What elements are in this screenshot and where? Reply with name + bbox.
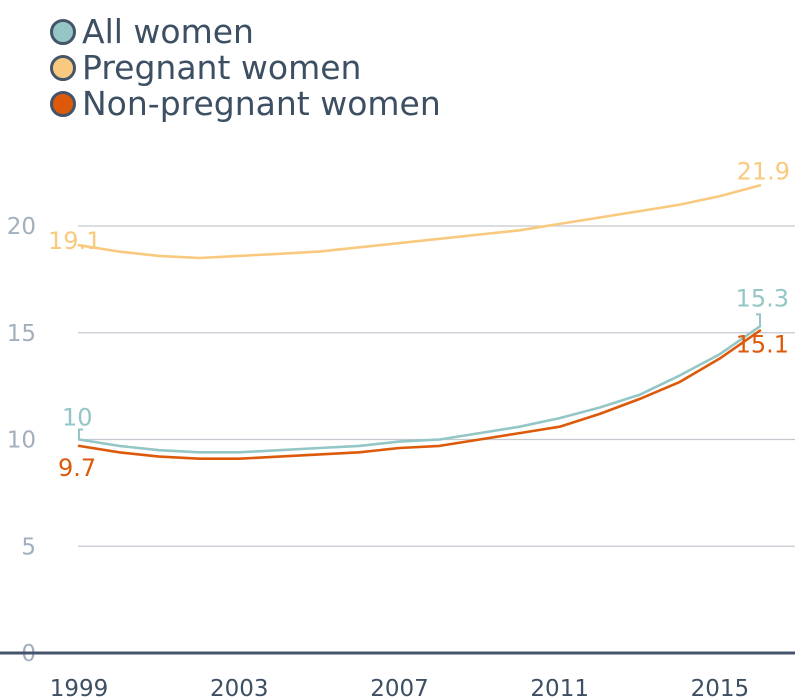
x-tick-label-1999: 1999 xyxy=(50,676,109,700)
data-label-all-women-end: 15.3 xyxy=(736,284,789,312)
y-tick-label-20: 20 xyxy=(7,214,36,240)
legend-swatch-pregnant-women xyxy=(50,55,76,81)
y-tick-label-15: 15 xyxy=(7,321,36,347)
x-tick-label-2015: 2015 xyxy=(691,676,750,700)
x-tick-label-2007: 2007 xyxy=(370,676,429,700)
legend-label-all-women: All women xyxy=(82,12,254,51)
legend-swatch-non-pregnant-women xyxy=(50,91,76,117)
y-tick-label-5: 5 xyxy=(21,534,36,560)
leader-all-women-end xyxy=(756,313,761,327)
legend-item-pregnant-women: Pregnant women xyxy=(50,50,441,86)
series-line-non-pregnant-women xyxy=(77,329,762,460)
x-tick-label-2011: 2011 xyxy=(530,676,589,700)
legend-swatch-all-women xyxy=(50,19,76,45)
legend-label-pregnant-women: Pregnant women xyxy=(82,48,362,87)
legend-item-non-pregnant-women: Non-pregnant women xyxy=(50,86,441,122)
series-line-pregnant-women xyxy=(77,184,762,260)
legend-label-non-pregnant-women: Non-pregnant women xyxy=(82,84,441,123)
legend: All women Pregnant women Non-pregnant wo… xyxy=(50,14,441,122)
data-label-pregnant-women-end: 21.9 xyxy=(737,157,790,185)
data-label-pregnant-women-start: 19.1 xyxy=(48,227,101,255)
x-tick-label-2003: 2003 xyxy=(210,676,269,700)
data-label-non-pregnant-women-start: 9.7 xyxy=(58,454,96,482)
leader-all-women-start xyxy=(78,428,83,440)
data-label-non-pregnant-women-end: 15.1 xyxy=(736,331,789,359)
data-label-all-women-start: 10 xyxy=(62,404,93,432)
legend-item-all-women: All women xyxy=(50,14,441,50)
series-line-all-women xyxy=(77,325,762,454)
y-tick-label-10: 10 xyxy=(7,428,36,454)
